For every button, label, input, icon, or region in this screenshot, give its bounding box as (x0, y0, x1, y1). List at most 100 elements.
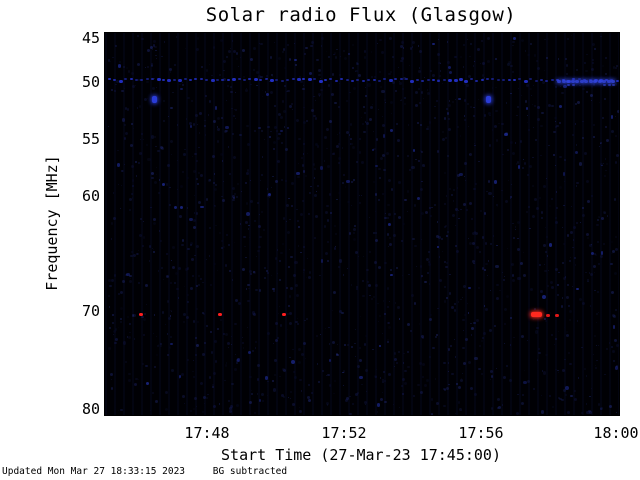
spectrogram-pixel (532, 215, 536, 219)
spectrogram-pixel (367, 79, 371, 82)
spectrogram-pixel (415, 265, 418, 268)
spectrogram-pixel (272, 175, 275, 178)
spectrogram-pixel (369, 250, 372, 253)
spectrogram-pixel (231, 194, 235, 199)
spectrogram-pixel (402, 222, 405, 225)
spectrogram-pixel (348, 134, 350, 136)
spectrogram-pixel (361, 161, 365, 165)
spectrogram-pixel (214, 204, 216, 206)
spectrogram-pixel (509, 141, 513, 145)
spectrogram-pixel (384, 216, 387, 219)
spectrogram-pixel (156, 166, 158, 169)
spectrogram-pixel (319, 77, 322, 79)
spectrogram-pixel (213, 173, 216, 175)
spectrogram-pixel (281, 367, 285, 371)
spectrogram-pixel (544, 227, 547, 229)
spectrogram-pixel (468, 286, 472, 290)
spectrogram-pixel (253, 411, 257, 415)
spectrogram-pixel (333, 290, 337, 294)
spectrogram-pixel (428, 263, 431, 267)
spectrogram-pixel (501, 271, 503, 273)
spectrogram-pixel (334, 247, 337, 250)
spectrogram-pixel (324, 79, 327, 82)
spectrogram-pixel (444, 389, 447, 392)
spectrogram-pixel (414, 244, 417, 248)
spectrogram-pixel (213, 204, 217, 208)
spectrogram-pixel (129, 77, 133, 80)
spectrogram-pixel (517, 393, 519, 396)
spectrogram-pixel (291, 205, 294, 208)
spectrogram-pixel (161, 311, 165, 314)
spectrogram-pixel (190, 242, 193, 246)
spectrogram-pixel (302, 170, 305, 173)
spectrogram-pixel (335, 246, 337, 248)
spectrogram-pixel (301, 157, 303, 159)
spectrogram-pixel (230, 344, 232, 346)
spectrogram-pixel (387, 322, 390, 324)
spectrogram-pixel (365, 368, 368, 372)
spectrogram-pixel (167, 164, 170, 167)
spectrogram-pixel (122, 65, 125, 68)
spectrogram-pixel (209, 227, 211, 230)
spectrogram-pixel (566, 334, 569, 338)
spectrogram-pixel (297, 225, 301, 229)
spectrogram-pixel (423, 383, 427, 387)
spectrogram-pixel (204, 134, 206, 136)
spectrogram-pixel (137, 249, 140, 252)
spectrogram-pixel (462, 66, 465, 68)
spectrogram-pixel (523, 381, 528, 385)
spectrogram-pixel (385, 101, 387, 104)
spectrogram-pixel (320, 44, 323, 47)
spectrogram-pixel (548, 204, 551, 208)
spectrogram-pixel (256, 71, 260, 74)
spectrogram-pixel (457, 98, 461, 101)
spectrogram-pixel (281, 178, 284, 181)
spectrogram-pixel (126, 316, 129, 319)
spectrogram-pixel (427, 250, 430, 254)
spectrogram-pixel (384, 261, 387, 265)
spectrogram-pixel (247, 283, 250, 287)
spectrogram-pixel (325, 204, 329, 208)
spectrogram-pixel (475, 319, 479, 323)
spectrogram-pixel (129, 143, 133, 147)
spectrogram-pixel (495, 203, 498, 206)
spectrogram-pixel (446, 41, 449, 43)
spectrogram-pixel (270, 186, 273, 188)
spectrogram-pixel (258, 245, 261, 248)
spectrogram-pixel (616, 153, 619, 157)
spectrogram-pixel (563, 389, 567, 393)
spectrogram-pixel (277, 56, 281, 61)
spectrogram-pixel (521, 166, 524, 169)
spectrogram-pixel (458, 217, 460, 220)
spectrogram-pixel (121, 279, 125, 283)
spectrogram-pixel (413, 204, 417, 208)
spectrogram-pixel (375, 368, 377, 370)
spectrogram-pixel (559, 121, 562, 124)
spectrogram-pixel (533, 198, 537, 202)
spectrogram-pixel (194, 152, 197, 156)
spectrogram-pixel (459, 208, 462, 211)
spectrogram-pixel (129, 198, 132, 202)
spectrogram-pixel (170, 315, 172, 317)
spectrogram-pixel (443, 171, 447, 174)
spectrogram-pixel (544, 38, 546, 40)
spectrogram-pixel (509, 195, 513, 198)
spectrogram-pixel (374, 231, 378, 235)
spectrogram-pixel (596, 359, 598, 362)
spectrogram-pixel (170, 153, 172, 155)
spectrogram-pixel (599, 357, 602, 360)
spectrogram-pixel (591, 68, 594, 71)
spectrogram-pixel (591, 195, 593, 197)
spectrogram-pixel (572, 239, 575, 241)
spectrogram-pixel (227, 244, 230, 247)
spectrogram-pixel (548, 395, 552, 398)
spectrogram-pixel (604, 78, 608, 81)
spectrogram-pixel (366, 122, 369, 125)
spectrogram-pixel (577, 320, 579, 322)
spectrogram-pixel (296, 322, 299, 326)
spectrogram-pixel (399, 82, 402, 85)
spectrogram-pixel (288, 311, 292, 316)
spectrogram-pixel (346, 344, 350, 347)
spectrogram-pixel (586, 410, 590, 415)
spectrogram-pixel (391, 81, 395, 85)
